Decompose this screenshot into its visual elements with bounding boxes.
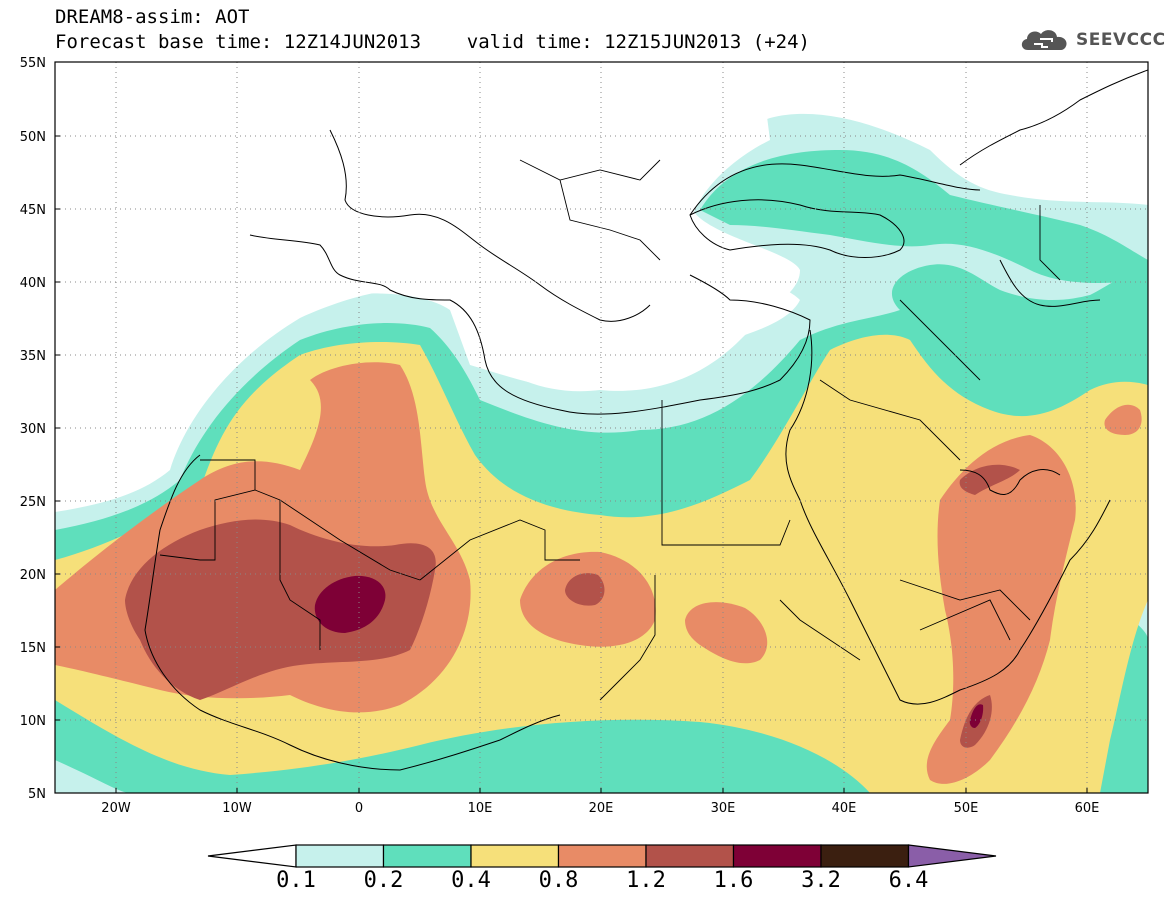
forecast-time-subtitle: Forecast base time: 12Z14JUN2013 valid t… [55,31,810,53]
logo-text: SEEVCCC [1076,30,1165,50]
lon-label-60e: 60E [1075,801,1100,816]
lat-label-50n: 50N [20,130,46,145]
lon-label-20e: 20E [589,801,614,816]
colorbar-bin [645,844,735,868]
colorbar-label: 0.8 [538,868,579,893]
lat-lon-grid [55,62,1148,793]
colorbar-label: 0.1 [276,868,316,893]
map-title: DREAM8-assim: AOT [55,6,250,28]
aot-contour-1.6 [314,575,386,633]
lon-label-20w: 20W [101,801,131,816]
lat-label-5n: 5N [28,787,46,802]
lon-label-10w: 10W [222,801,252,816]
lat-label-25n: 25N [20,495,46,510]
cloud-icon [1021,30,1067,50]
lat-label-20n: 20N [20,568,46,583]
lon-label-10e: 10E [468,801,493,816]
colorbar-label: 6.4 [888,868,929,893]
lon-label-50e: 50E [954,801,979,816]
seevccc-logo: SEEVCCC [1018,26,1165,54]
colorbar-bin [732,844,822,868]
colorbar-label: 1.6 [713,868,754,893]
lat-label-10n: 10N [20,714,46,729]
lat-label-35n: 35N [20,349,46,364]
colorbar-upper-arrow [907,844,997,868]
colorbar-lower-arrow [207,844,297,868]
colorbar-bin [470,844,560,868]
colorbar-bin [557,844,647,868]
lon-label-40e: 40E [832,801,857,816]
colorbar-bin [295,844,385,868]
lat-label-40n: 40N [20,276,46,291]
colorbar-bin [820,844,910,868]
lat-label-45n: 45N [20,203,46,218]
colorbar-label: 3.2 [801,868,841,893]
aot-contour-1.2 [125,519,436,700]
lat-label-55n: 55N [20,56,46,71]
colorbar-label: 0.4 [451,868,491,893]
colorbar-bin [382,844,472,868]
colorbar [207,844,997,868]
lat-label-15n: 15N [20,641,46,656]
lon-label-30e: 30E [711,801,736,816]
colorbar-label: 0.2 [363,868,404,893]
lat-label-30n: 30N [20,422,46,437]
colorbar-label: 1.2 [626,868,666,893]
lon-label-0: 0 [355,801,363,816]
